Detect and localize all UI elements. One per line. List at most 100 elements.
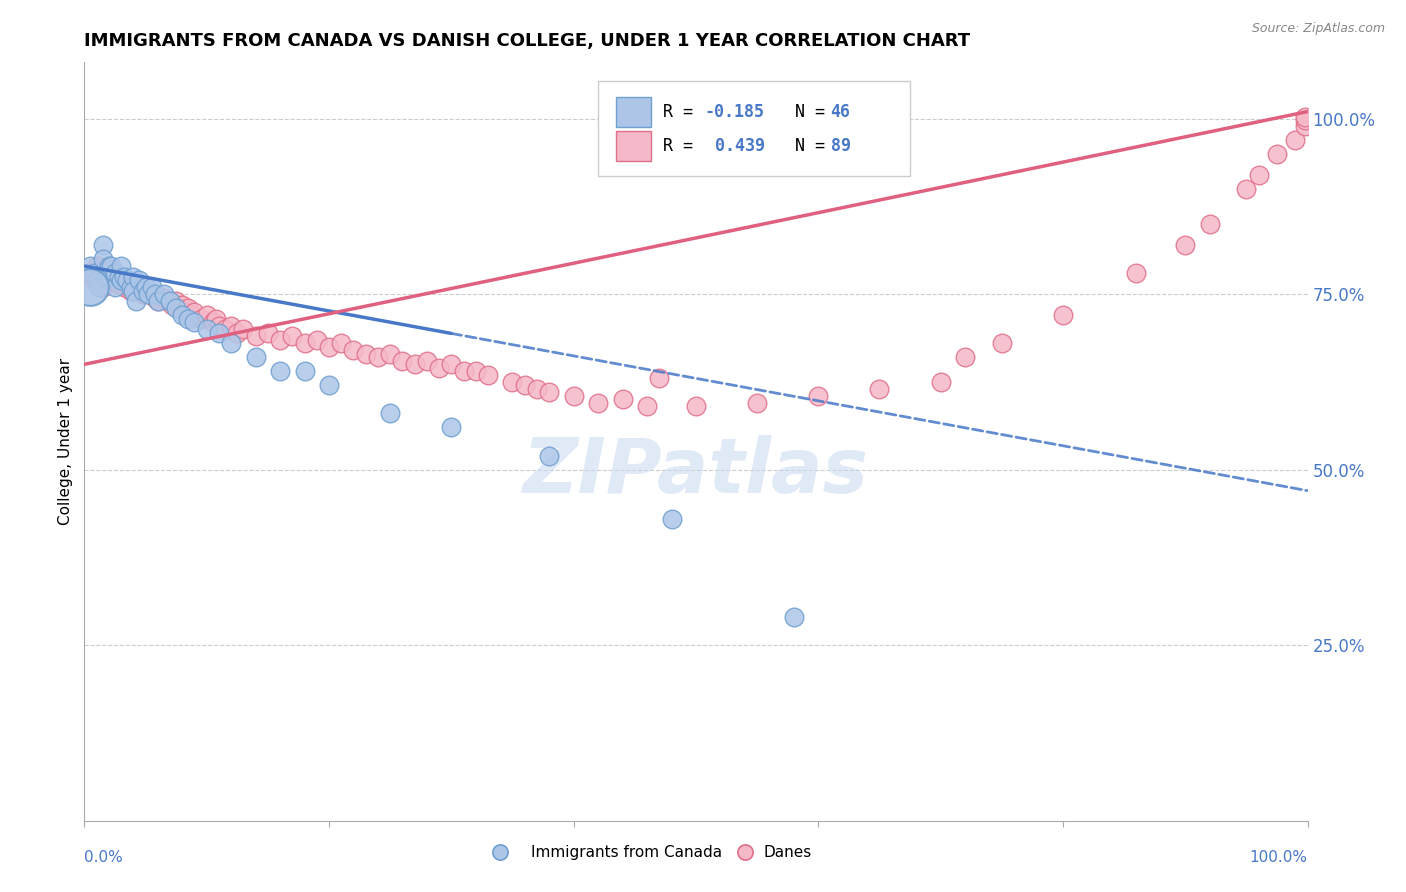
Point: [513, 378, 536, 392]
Point: [91, 280, 114, 294]
Point: [208, 318, 231, 333]
Text: 0.439: 0.439: [704, 136, 765, 155]
Point: [112, 269, 135, 284]
Point: [136, 287, 159, 301]
Point: [464, 364, 486, 378]
Y-axis label: College, Under 1 year: College, Under 1 year: [58, 358, 73, 525]
Point: [79, 280, 101, 294]
Point: [135, 284, 157, 298]
Point: [440, 420, 463, 434]
Point: [104, 266, 127, 280]
Point: [128, 273, 150, 287]
Point: [1174, 238, 1197, 252]
Point: [96, 269, 118, 284]
Point: [110, 273, 132, 287]
Point: [159, 294, 181, 309]
Point: [120, 280, 142, 294]
Point: [143, 287, 166, 301]
Text: -0.185: -0.185: [704, 103, 765, 120]
Point: [318, 378, 340, 392]
Point: [96, 273, 118, 287]
Text: 89: 89: [831, 136, 851, 155]
Point: [1236, 182, 1258, 196]
Point: [747, 396, 769, 410]
Point: [245, 329, 267, 343]
Point: [453, 364, 475, 378]
Point: [173, 304, 195, 318]
Point: [305, 333, 328, 347]
Point: [135, 280, 157, 294]
Point: [1294, 119, 1316, 133]
Point: [330, 336, 353, 351]
Point: [181, 308, 204, 322]
Point: [120, 284, 142, 298]
Text: 100.0%: 100.0%: [1250, 850, 1308, 865]
Point: [219, 336, 242, 351]
Point: [648, 371, 671, 385]
Point: [807, 389, 830, 403]
Point: [91, 238, 114, 252]
Point: [141, 280, 163, 294]
Point: [929, 375, 952, 389]
Point: [86, 259, 108, 273]
Point: [342, 343, 364, 358]
Point: [110, 273, 132, 287]
Point: [190, 311, 212, 326]
Point: [440, 357, 463, 371]
Point: [165, 301, 187, 315]
Point: [143, 291, 166, 305]
Point: [1052, 308, 1074, 322]
Point: [869, 382, 891, 396]
Point: [391, 353, 413, 368]
Point: [427, 360, 450, 375]
Point: [172, 298, 194, 312]
Text: R =: R =: [664, 136, 703, 155]
Point: [226, 326, 249, 340]
Point: [125, 284, 148, 298]
Point: [281, 329, 304, 343]
Point: [195, 322, 218, 336]
Text: ZIPatlas: ZIPatlas: [523, 435, 869, 508]
Point: [153, 291, 176, 305]
Point: [526, 382, 548, 396]
Point: [100, 259, 122, 273]
Point: [269, 333, 291, 347]
Point: [783, 610, 806, 624]
Point: [136, 287, 159, 301]
Point: [177, 301, 200, 315]
Point: [1284, 133, 1306, 147]
Point: [245, 351, 267, 365]
Point: [416, 353, 439, 368]
Point: [132, 287, 155, 301]
Point: [125, 294, 148, 309]
Point: [1294, 110, 1316, 124]
Point: [232, 322, 254, 336]
Point: [477, 368, 499, 382]
Point: [1294, 113, 1316, 128]
Point: [172, 308, 194, 322]
Point: [991, 336, 1014, 351]
Point: [83, 266, 105, 280]
Point: [97, 269, 120, 284]
Point: [107, 277, 129, 291]
Point: [159, 294, 181, 309]
Point: [122, 284, 145, 298]
Point: [91, 252, 114, 266]
Point: [318, 340, 340, 354]
Point: [132, 284, 155, 298]
Text: Source: ZipAtlas.com: Source: ZipAtlas.com: [1251, 22, 1385, 36]
Point: [214, 322, 236, 336]
Point: [122, 280, 145, 294]
Point: [112, 280, 135, 294]
Point: [269, 364, 291, 378]
Point: [107, 269, 129, 284]
Point: [219, 318, 242, 333]
Text: Immigrants from Canada: Immigrants from Canada: [531, 845, 721, 860]
Point: [1198, 217, 1220, 231]
Text: Danes: Danes: [763, 845, 811, 860]
Point: [87, 280, 110, 294]
Text: IMMIGRANTS FROM CANADA VS DANISH COLLEGE, UNDER 1 YEAR CORRELATION CHART: IMMIGRANTS FROM CANADA VS DANISH COLLEGE…: [84, 32, 970, 50]
Point: [169, 301, 191, 315]
Point: [612, 392, 634, 407]
Point: [115, 277, 138, 291]
